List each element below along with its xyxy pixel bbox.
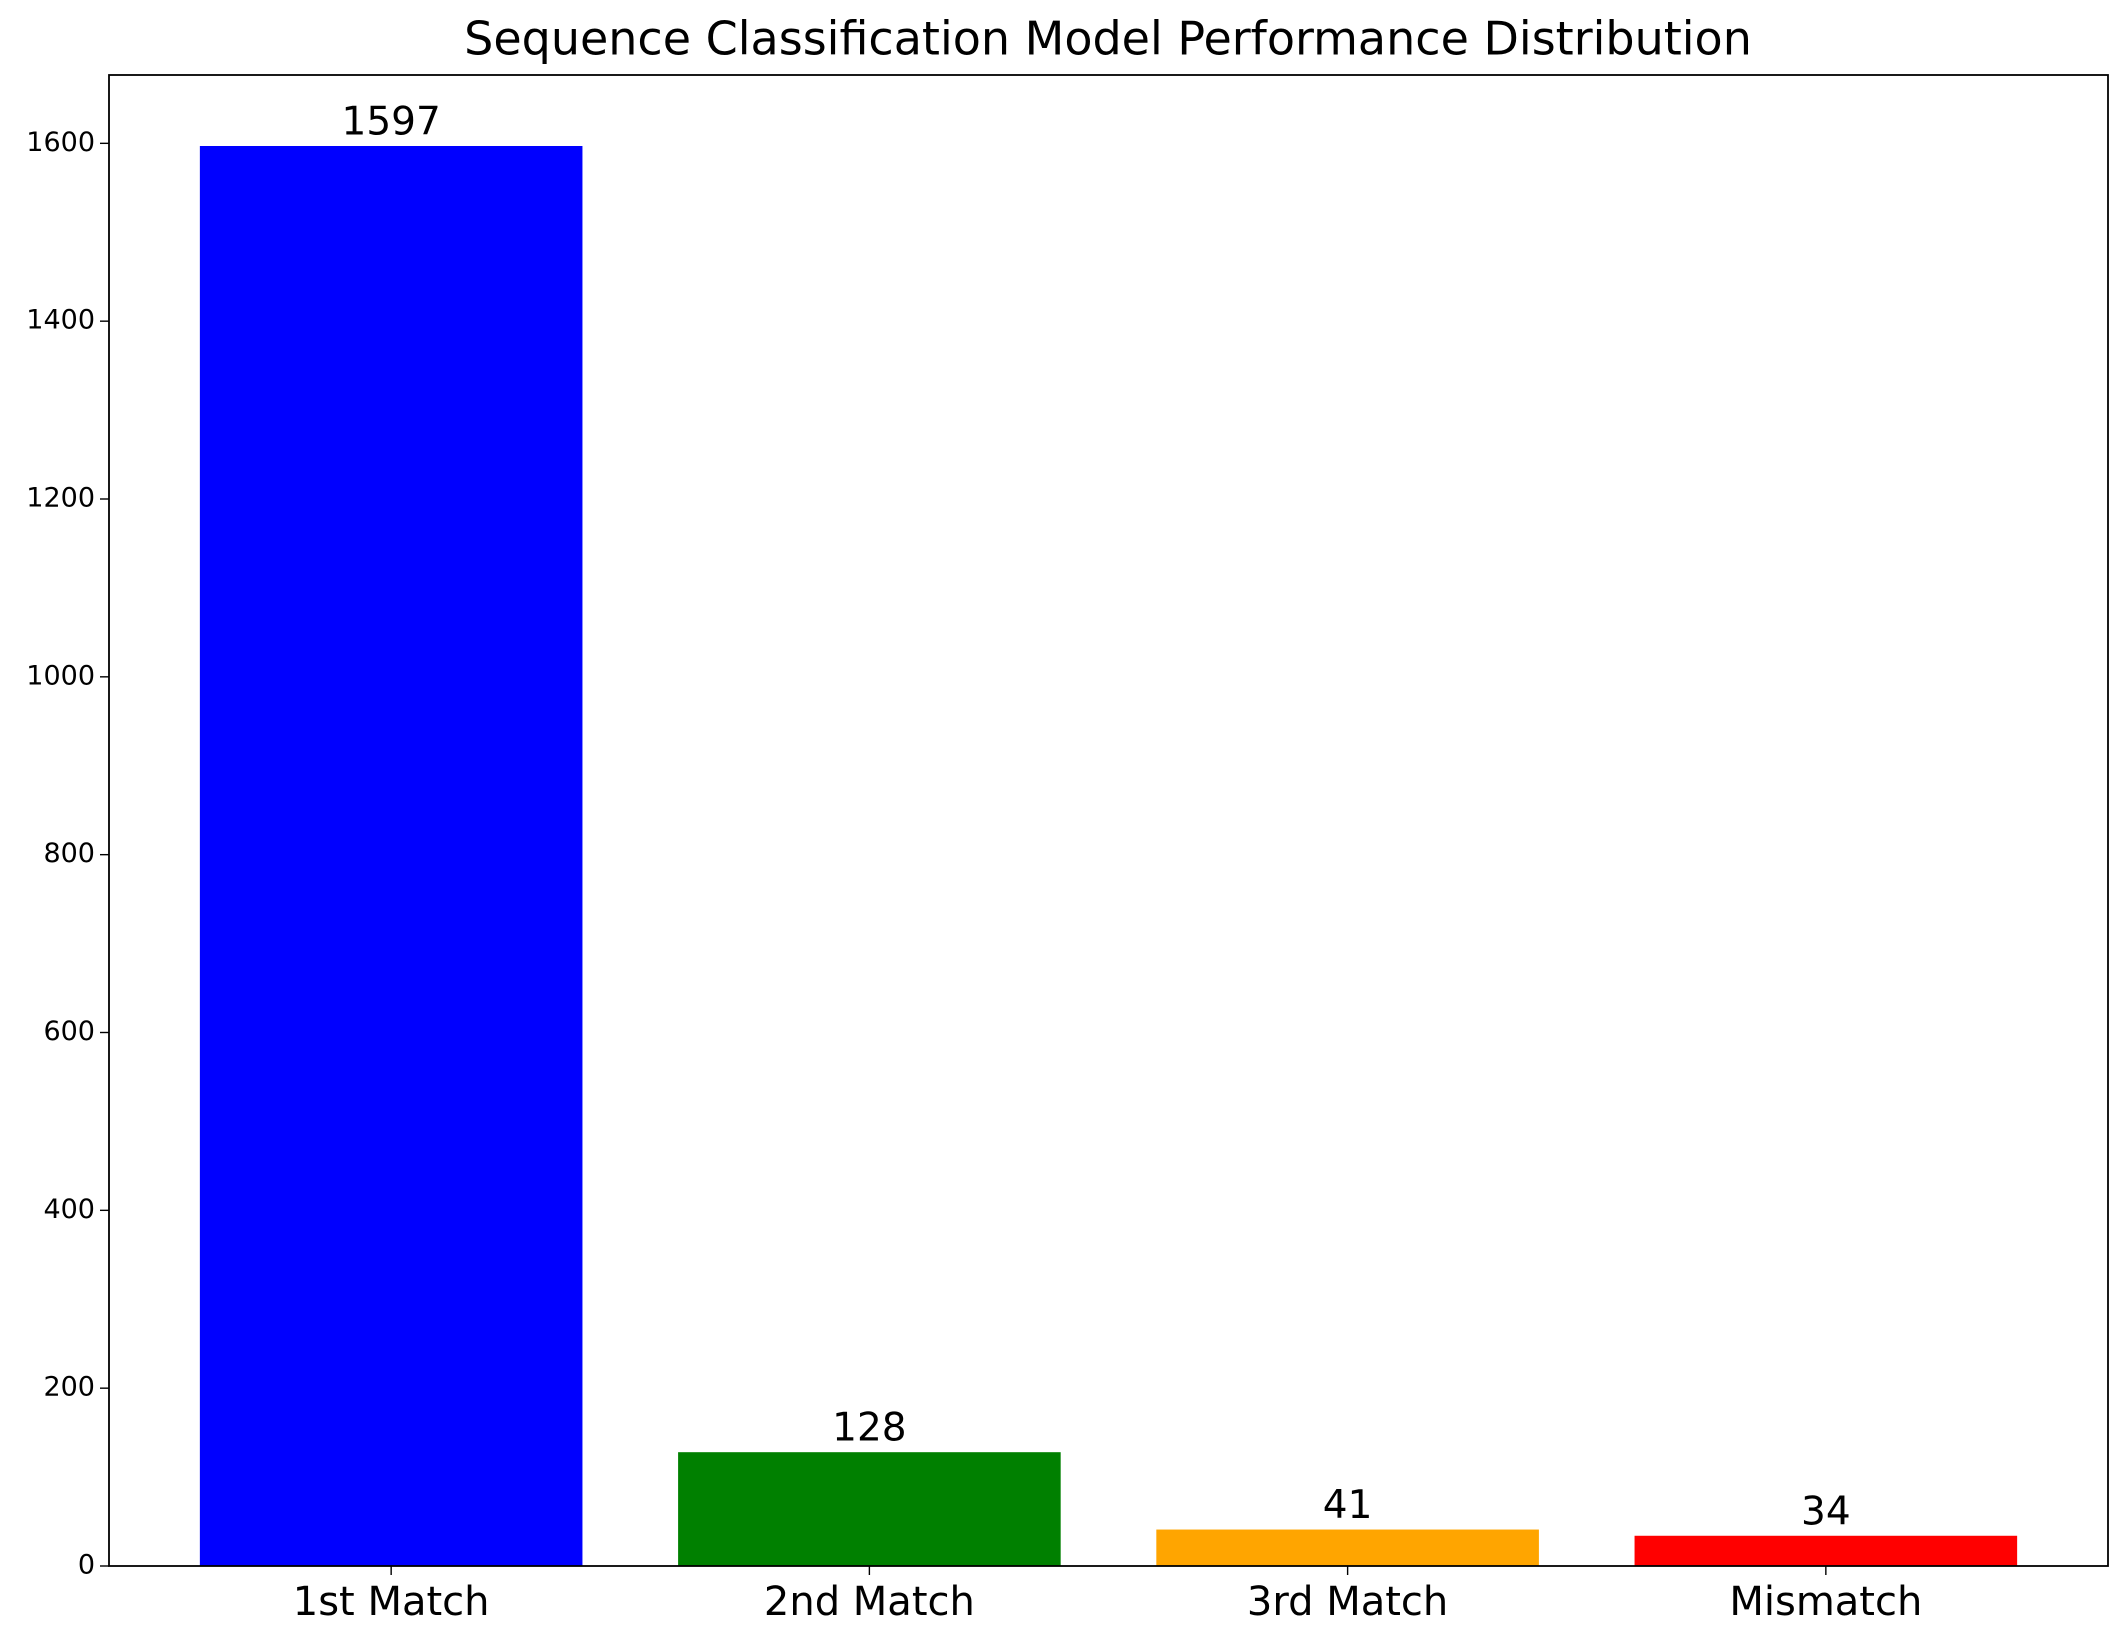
y-tick-label: 200 bbox=[43, 1372, 95, 1403]
value-label: 41 bbox=[1323, 1483, 1373, 1528]
bar bbox=[1156, 1529, 1539, 1566]
y-tick-label: 0 bbox=[78, 1550, 95, 1581]
y-tick-label: 1200 bbox=[26, 482, 95, 513]
axes-frame bbox=[108, 74, 2109, 1567]
y-tick-label: 600 bbox=[43, 1016, 95, 1047]
value-label: 1597 bbox=[342, 100, 441, 145]
x-tick-label: 1st Match bbox=[293, 1579, 490, 1625]
y-tick-label: 800 bbox=[43, 838, 95, 869]
bar bbox=[678, 1452, 1061, 1566]
chart-title: Sequence Classification Model Performanc… bbox=[464, 12, 1752, 66]
y-tick-label: 1400 bbox=[26, 305, 95, 336]
value-label: 34 bbox=[1801, 1489, 1851, 1534]
y-tick-label: 400 bbox=[43, 1194, 95, 1225]
y-tick-label: 1600 bbox=[26, 127, 95, 158]
x-tick-label: 2nd Match bbox=[764, 1579, 975, 1625]
y-tick-label: 1000 bbox=[26, 660, 95, 691]
value-label: 128 bbox=[832, 1406, 906, 1451]
bar bbox=[1634, 1535, 2018, 1566]
x-tick-label: 3rd Match bbox=[1247, 1579, 1448, 1625]
bar bbox=[199, 146, 583, 1566]
x-tick-label: Mismatch bbox=[1729, 1579, 1922, 1625]
